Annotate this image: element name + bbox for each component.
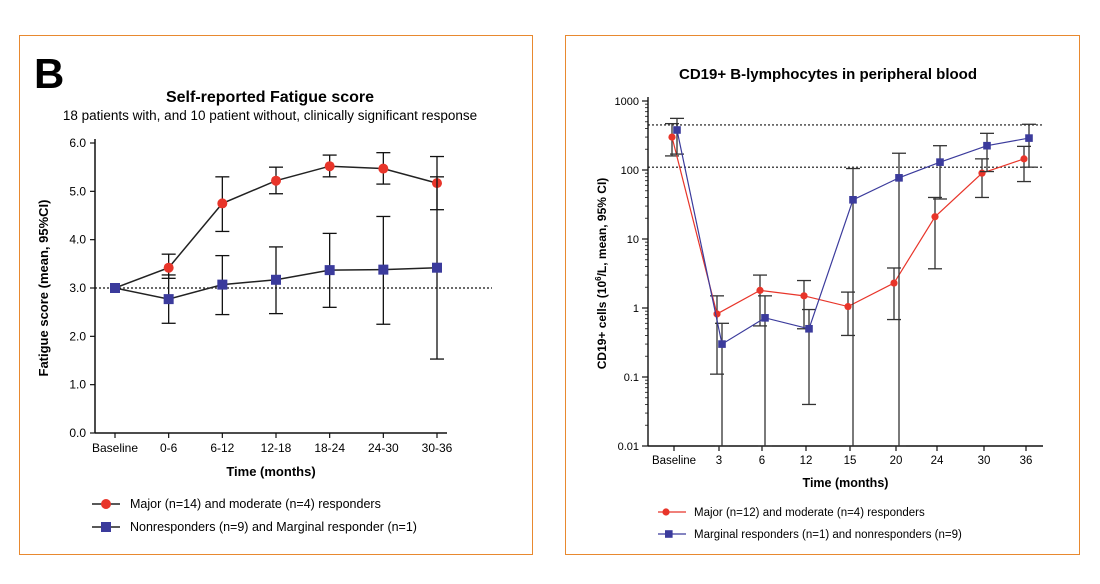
y-axis-title-sup: 6 <box>594 276 603 281</box>
data-point <box>983 141 991 150</box>
y-tick-label: 10 <box>627 234 639 246</box>
y-axis-title-part: CD19+ cells (10 <box>595 281 609 370</box>
legend-item-0: Major (n=12) and moderate (n=4) responde… <box>658 507 925 519</box>
cd19-chart-panel: CD19+ B-lymphocytes in peripheral blood 0… <box>565 35 1080 555</box>
data-point <box>163 294 174 305</box>
data-point <box>805 324 813 333</box>
y-tick-label: 1.0 <box>69 378 86 392</box>
x-tick-label: 12 <box>800 455 813 467</box>
y-tick-label: 100 <box>621 165 639 177</box>
y-tick-label: 0.0 <box>69 426 86 440</box>
data-point <box>217 198 228 209</box>
data-point <box>713 310 721 318</box>
legend-marker <box>101 499 111 509</box>
x-tick-label: 3 <box>716 455 722 467</box>
legend-marker <box>665 530 673 538</box>
x-tick-label: 12-18 <box>261 441 292 455</box>
x-axis-title: Time (months) <box>226 464 315 479</box>
fatigue-chart: B Self-reported Fatigue score 18 patients … <box>34 50 492 534</box>
error-bar <box>892 152 906 447</box>
data-point <box>1025 134 1033 142</box>
legend-label: Major (n=14) and moderate (n=4) responde… <box>130 497 381 511</box>
data-point <box>761 314 769 322</box>
y-tick-label: 2.0 <box>69 329 86 343</box>
chart-title: Self-reported Fatigue score <box>166 89 374 106</box>
panel-letter: B <box>34 50 64 97</box>
data-point <box>849 195 857 204</box>
data-point <box>668 133 676 141</box>
y-axis-title: CD19+ cells (106/L, mean, 95% CI) <box>594 178 609 370</box>
chart-title: CD19+ B-lymphocytes in peripheral blood <box>679 66 977 83</box>
data-point <box>378 264 389 275</box>
error-bar <box>1022 123 1036 168</box>
y-tick-label: 1 <box>633 303 639 315</box>
data-point <box>378 163 389 174</box>
legend-marker <box>662 508 670 516</box>
error-bar <box>846 167 860 447</box>
data-point <box>271 175 281 186</box>
y-tick-label: 4.0 <box>69 233 86 247</box>
legend-label: Major (n=12) and moderate (n=4) responde… <box>694 507 925 519</box>
x-tick-label: 15 <box>844 455 857 467</box>
legend-item-0: Major (n=14) and moderate (n=4) responde… <box>92 497 381 511</box>
legend-label: Marginal responders (n=1) and nonrespond… <box>694 529 962 541</box>
data-point <box>271 274 281 285</box>
series-0 <box>110 152 444 293</box>
legend-item-1: Nonresponders (n=9) and Marginal respond… <box>92 520 417 534</box>
y-axis-title: Fatigue score (mean, 95%CI) <box>36 200 51 377</box>
chart-subtitle: 18 patients with, and 10 patient without… <box>63 108 477 123</box>
x-tick-label: 30 <box>978 455 991 467</box>
data-point <box>163 262 174 273</box>
data-point <box>673 126 681 134</box>
error-bar <box>933 145 947 200</box>
error-bar <box>980 132 994 173</box>
x-tick-label: 20 <box>890 455 903 467</box>
data-point <box>895 174 903 182</box>
data-point <box>931 213 939 221</box>
fatigue-chart-panel: B Self-reported Fatigue score 18 patients … <box>19 35 533 555</box>
data-point <box>890 279 898 287</box>
x-tick-label: 24 <box>931 455 944 467</box>
x-tick-label: 30-36 <box>422 441 453 455</box>
data-point <box>936 158 944 166</box>
data-point <box>217 279 228 290</box>
data-point <box>110 283 120 293</box>
legend-item-1: Marginal responders (n=1) and nonrespond… <box>658 529 962 541</box>
data-point <box>324 265 335 276</box>
error-bar <box>928 196 942 270</box>
data-point <box>756 286 764 294</box>
x-tick-label: 36 <box>1020 455 1033 467</box>
data-point <box>432 262 442 273</box>
y-tick-label: 5.0 <box>69 184 86 198</box>
y-tick-label: 3.0 <box>69 281 86 295</box>
series-0 <box>665 122 1031 375</box>
series-line <box>671 136 1025 315</box>
data-point <box>1020 155 1028 163</box>
cd19-chart: CD19+ B-lymphocytes in peripheral blood 0… <box>594 66 1043 541</box>
data-point <box>978 169 986 177</box>
y-axis-title-part: /L, mean, 95% CI) <box>595 178 609 277</box>
x-tick-label: Baseline <box>652 455 696 467</box>
data-point <box>800 292 808 300</box>
x-tick-label: 6-12 <box>210 441 234 455</box>
x-axis-title: Time (months) <box>803 476 889 490</box>
legend-marker <box>101 522 111 532</box>
y-tick-label: 6.0 <box>69 136 86 150</box>
x-tick-label: Baseline <box>92 441 138 455</box>
x-tick-label: 6 <box>759 455 765 467</box>
data-point <box>844 302 852 311</box>
x-tick-label: 24-30 <box>368 441 399 455</box>
y-tick-label: 1000 <box>615 96 639 108</box>
series-1 <box>670 117 1036 447</box>
y-tick-label: 0.01 <box>618 441 639 453</box>
x-tick-label: 18-24 <box>314 441 345 455</box>
legend-label: Nonresponders (n=9) and Marginal respond… <box>130 520 417 534</box>
data-point <box>718 340 726 348</box>
y-tick-label: 0.1 <box>624 372 639 384</box>
data-point <box>324 161 335 172</box>
series-1 <box>110 176 444 360</box>
x-tick-label: 0-6 <box>160 441 178 455</box>
